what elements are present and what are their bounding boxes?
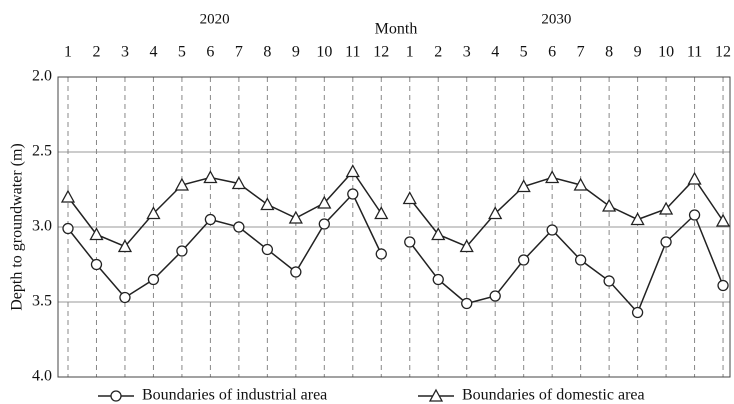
data-point [402, 191, 417, 205]
data-point [233, 221, 245, 233]
data-point [459, 239, 474, 253]
data-point [545, 170, 560, 184]
data-point [687, 171, 702, 185]
x-tick-label: 1 [64, 44, 72, 61]
data-point [715, 213, 731, 227]
data-point [658, 201, 674, 215]
data-point [516, 179, 531, 193]
series-line [67, 170, 382, 248]
x-tick-label: 6 [548, 44, 556, 61]
legend-label: Boundaries of domestic area [462, 387, 645, 404]
data-point [176, 245, 188, 257]
x-tick-label: 8 [263, 44, 271, 61]
legend-label: Boundaries of industrial area [142, 387, 327, 404]
data-point [345, 164, 360, 178]
data-point [688, 209, 701, 221]
data-point [603, 275, 615, 287]
data-point [62, 222, 74, 235]
data-point [347, 188, 359, 200]
x-tick-label: 11 [687, 44, 702, 61]
x-tick-label: 12 [373, 44, 389, 61]
data-point [203, 170, 218, 184]
data-point [119, 291, 131, 304]
legend-box [88, 384, 708, 404]
data-point [630, 212, 645, 226]
x-tick-label: 4 [491, 44, 499, 61]
x-tick-label: 10 [658, 44, 674, 61]
data-point [147, 273, 160, 286]
data-point [489, 290, 501, 302]
data-point [375, 248, 387, 260]
data-point [290, 266, 302, 278]
data-point [231, 176, 246, 190]
data-point [432, 273, 444, 286]
data-point [318, 218, 330, 230]
plot-frame [57, 76, 731, 378]
x-tick-label: 2 [434, 44, 442, 61]
x-tick-label: 1 [406, 44, 414, 61]
x-tick-label: 3 [463, 44, 471, 61]
data-point [488, 206, 503, 220]
x-tick-label: 11 [345, 44, 360, 61]
data-point [631, 306, 644, 319]
legend-marker [110, 390, 122, 402]
x-axis-title: Month [375, 21, 418, 38]
x-tick-label: 5 [178, 44, 186, 61]
data-point [260, 197, 275, 211]
data-point [89, 227, 104, 241]
x-tick-label: 9 [292, 44, 300, 61]
data-point [60, 189, 76, 203]
y-tick-label: 2.0 [32, 68, 52, 85]
data-point [602, 198, 617, 212]
panel-title: 2020 [200, 11, 230, 27]
data-point [288, 210, 303, 224]
series-line [67, 192, 382, 299]
data-point [117, 239, 133, 253]
data-point [404, 236, 416, 248]
x-tick-label: 3 [121, 44, 129, 61]
data-point [574, 254, 587, 266]
data-point [431, 227, 446, 241]
y-tick-label: 2.5 [32, 143, 52, 160]
series-line [409, 176, 724, 248]
data-point [204, 213, 217, 226]
y-tick-label: 3.5 [32, 293, 52, 310]
data-point [546, 224, 558, 236]
x-tick-label: 6 [206, 44, 214, 61]
x-tick-label: 8 [605, 44, 613, 61]
panel-title: 2030 [541, 11, 571, 27]
x-tick-label: 5 [520, 44, 528, 61]
y-tick-label: 4.0 [32, 368, 52, 385]
data-point [317, 195, 332, 209]
data-point [146, 206, 161, 220]
x-tick-label: 10 [316, 44, 332, 61]
data-point [174, 177, 190, 191]
data-point [573, 177, 588, 191]
data-point [261, 243, 274, 256]
data-point [518, 254, 530, 266]
y-axis-title: Depth to groundwater (m) [9, 143, 26, 311]
x-tick-label: 7 [235, 44, 243, 61]
x-tick-label: 4 [149, 44, 157, 61]
data-point [90, 258, 103, 271]
data-point [660, 236, 672, 248]
x-tick-label: 2 [92, 44, 100, 61]
data-point [461, 297, 473, 310]
x-tick-label: 12 [715, 44, 731, 61]
legend-marker [428, 388, 444, 402]
series-line [409, 213, 724, 314]
x-tick-label: 9 [634, 44, 642, 61]
y-tick-label: 3.0 [32, 218, 52, 235]
data-point [374, 206, 389, 220]
data-point [717, 279, 729, 292]
x-tick-label: 7 [577, 44, 585, 61]
